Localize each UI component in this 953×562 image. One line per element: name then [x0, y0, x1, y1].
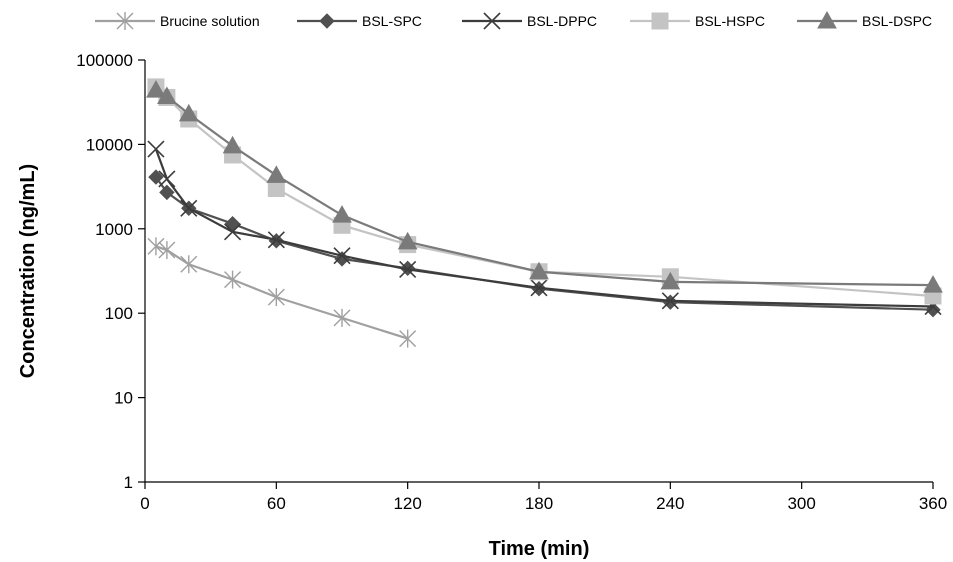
data-point: [923, 275, 943, 293]
series-bsl-dspc: [146, 80, 943, 293]
data-point: [158, 241, 176, 260]
axes: 1 10 100 1000 10000 100000 0 60 120 180 240 300 360: [76, 51, 947, 513]
data-point: [660, 271, 681, 290]
series-line: [155, 176, 934, 311]
data-point: [267, 180, 285, 198]
y-tick-label: 100: [105, 304, 133, 323]
legend-label: Brucine solution: [160, 13, 260, 29]
x-tick-label: 120: [393, 494, 421, 513]
legend-item: BSL-SPC: [297, 13, 422, 29]
data-point: [333, 247, 351, 265]
data-point: [146, 80, 166, 98]
y-axis-title: Concentration (ng/mL): [17, 164, 39, 378]
data-point: [223, 223, 242, 241]
y-tick-label: 100000: [76, 51, 133, 70]
data-point: [332, 205, 352, 223]
data-point: [157, 86, 177, 104]
data-point: [925, 301, 941, 318]
legend-marker: [817, 10, 837, 29]
data-point: [147, 237, 165, 256]
data-point: [661, 292, 679, 310]
legend-label: BSL-HSPC: [695, 13, 765, 29]
series-line: [155, 89, 934, 287]
legend-marker: [116, 12, 134, 30]
data-point: [267, 288, 285, 307]
data-point: [662, 294, 679, 310]
legend: Brucine solution BSL-SPC BSL-DPPC BSL-HSPC B…: [95, 10, 932, 30]
data-point: [529, 261, 549, 280]
legend-marker: [651, 12, 669, 30]
data-point: [530, 279, 548, 297]
plot-area: [146, 78, 943, 348]
x-tick-label: 60: [267, 494, 286, 513]
y-tick-label: 10000: [86, 135, 133, 154]
data-point: [180, 255, 198, 274]
data-point: [333, 308, 351, 327]
legend-item: BSL-DSPC: [797, 10, 932, 29]
x-tick-label: 360: [919, 494, 947, 513]
data-point: [178, 103, 199, 122]
data-point: [397, 231, 418, 250]
y-tick-label: 10: [114, 389, 133, 408]
x-tick-label: 180: [525, 494, 553, 513]
legend-item: Brucine solution: [95, 12, 260, 30]
data-point: [399, 329, 417, 348]
legend-label: BSL-DSPC: [862, 13, 932, 29]
series-bsl-hspc: [147, 78, 942, 305]
legend-label: BSL-DPPC: [527, 13, 597, 29]
data-point: [399, 260, 417, 279]
legend-item: BSL-HSPC: [630, 12, 765, 30]
legend-label: BSL-SPC: [362, 13, 422, 29]
series-brucine-solution: [147, 237, 417, 348]
data-point: [267, 231, 285, 249]
y-tick-label: 1: [124, 473, 133, 492]
data-point: [222, 135, 243, 154]
series-bsl-dppc: [147, 140, 942, 316]
x-tick-label: 240: [656, 494, 684, 513]
x-axis-title: Time (min): [489, 538, 590, 560]
legend-marker: [319, 13, 335, 29]
data-point: [266, 165, 287, 183]
legend-item: BSL-DPPC: [462, 12, 597, 30]
x-tick-label: 300: [787, 494, 815, 513]
data-point: [147, 140, 165, 158]
legend-marker: [483, 12, 501, 30]
data-point: [148, 169, 164, 185]
data-point: [224, 270, 242, 289]
data-point: [159, 184, 175, 201]
y-tick-label: 1000: [95, 220, 133, 239]
x-tick-label: 0: [140, 494, 149, 513]
series-line: [155, 86, 934, 298]
series-line: [154, 148, 934, 308]
data-point: [180, 199, 198, 217]
data-point: [158, 170, 176, 188]
